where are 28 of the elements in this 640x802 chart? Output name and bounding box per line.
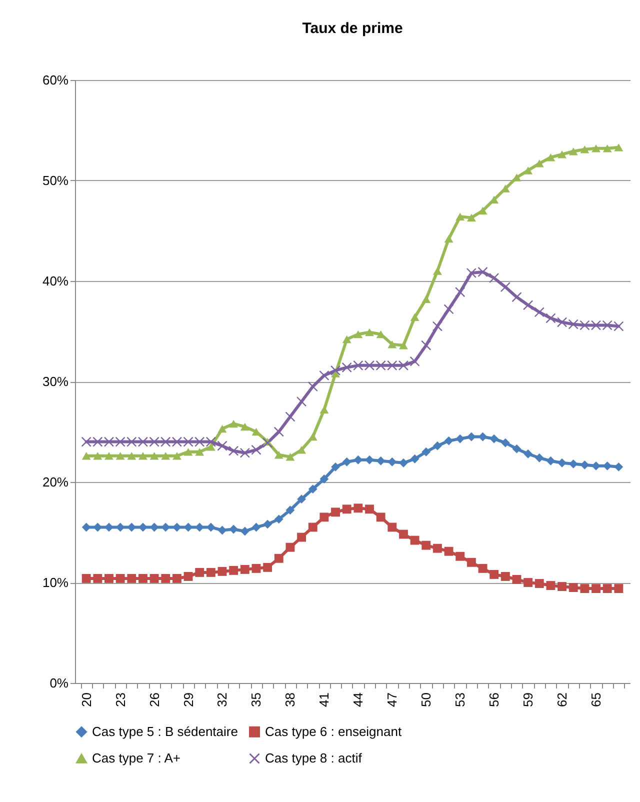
y-tick-label: 40%	[42, 274, 69, 288]
x-tick-label: 26	[146, 692, 162, 707]
x-tick-label: 50	[418, 692, 434, 707]
x-tick-label: 29	[180, 692, 196, 707]
legend-label: Cas type 7 : A+	[92, 750, 181, 766]
y-tick-label: 30%	[42, 374, 69, 389]
x-tick-label: 65	[588, 692, 604, 707]
y-tick-label: 60%	[42, 72, 69, 88]
x-tick-label: 35	[248, 692, 264, 707]
x-tick-label: 41	[316, 692, 332, 707]
legend-label: Cas type 5 : B sédentaire	[92, 724, 238, 739]
x-tick-label: 53	[452, 692, 468, 707]
legend-label: Cas type 8 : actif	[265, 750, 362, 766]
y-tick-label: 20%	[42, 474, 69, 490]
x-tick-label: 38	[282, 692, 298, 707]
chart-title: Taux de prime	[302, 20, 403, 37]
legend-label: Cas type 6 : enseignant	[265, 724, 402, 739]
y-tick-label: 0%	[50, 676, 69, 690]
x-tick-label: 20	[78, 692, 94, 707]
y-tick-label: 10%	[42, 575, 69, 590]
x-tick-label: 32	[214, 692, 230, 707]
y-tick-label: 50%	[42, 173, 69, 188]
x-tick-label: 56	[486, 692, 502, 707]
x-tick-label: 47	[384, 692, 400, 707]
x-tick-label: 23	[112, 692, 128, 707]
x-tick-label: 44	[350, 692, 366, 707]
x-tick-label: 62	[554, 692, 570, 707]
x-tick-label: 59	[520, 692, 536, 707]
